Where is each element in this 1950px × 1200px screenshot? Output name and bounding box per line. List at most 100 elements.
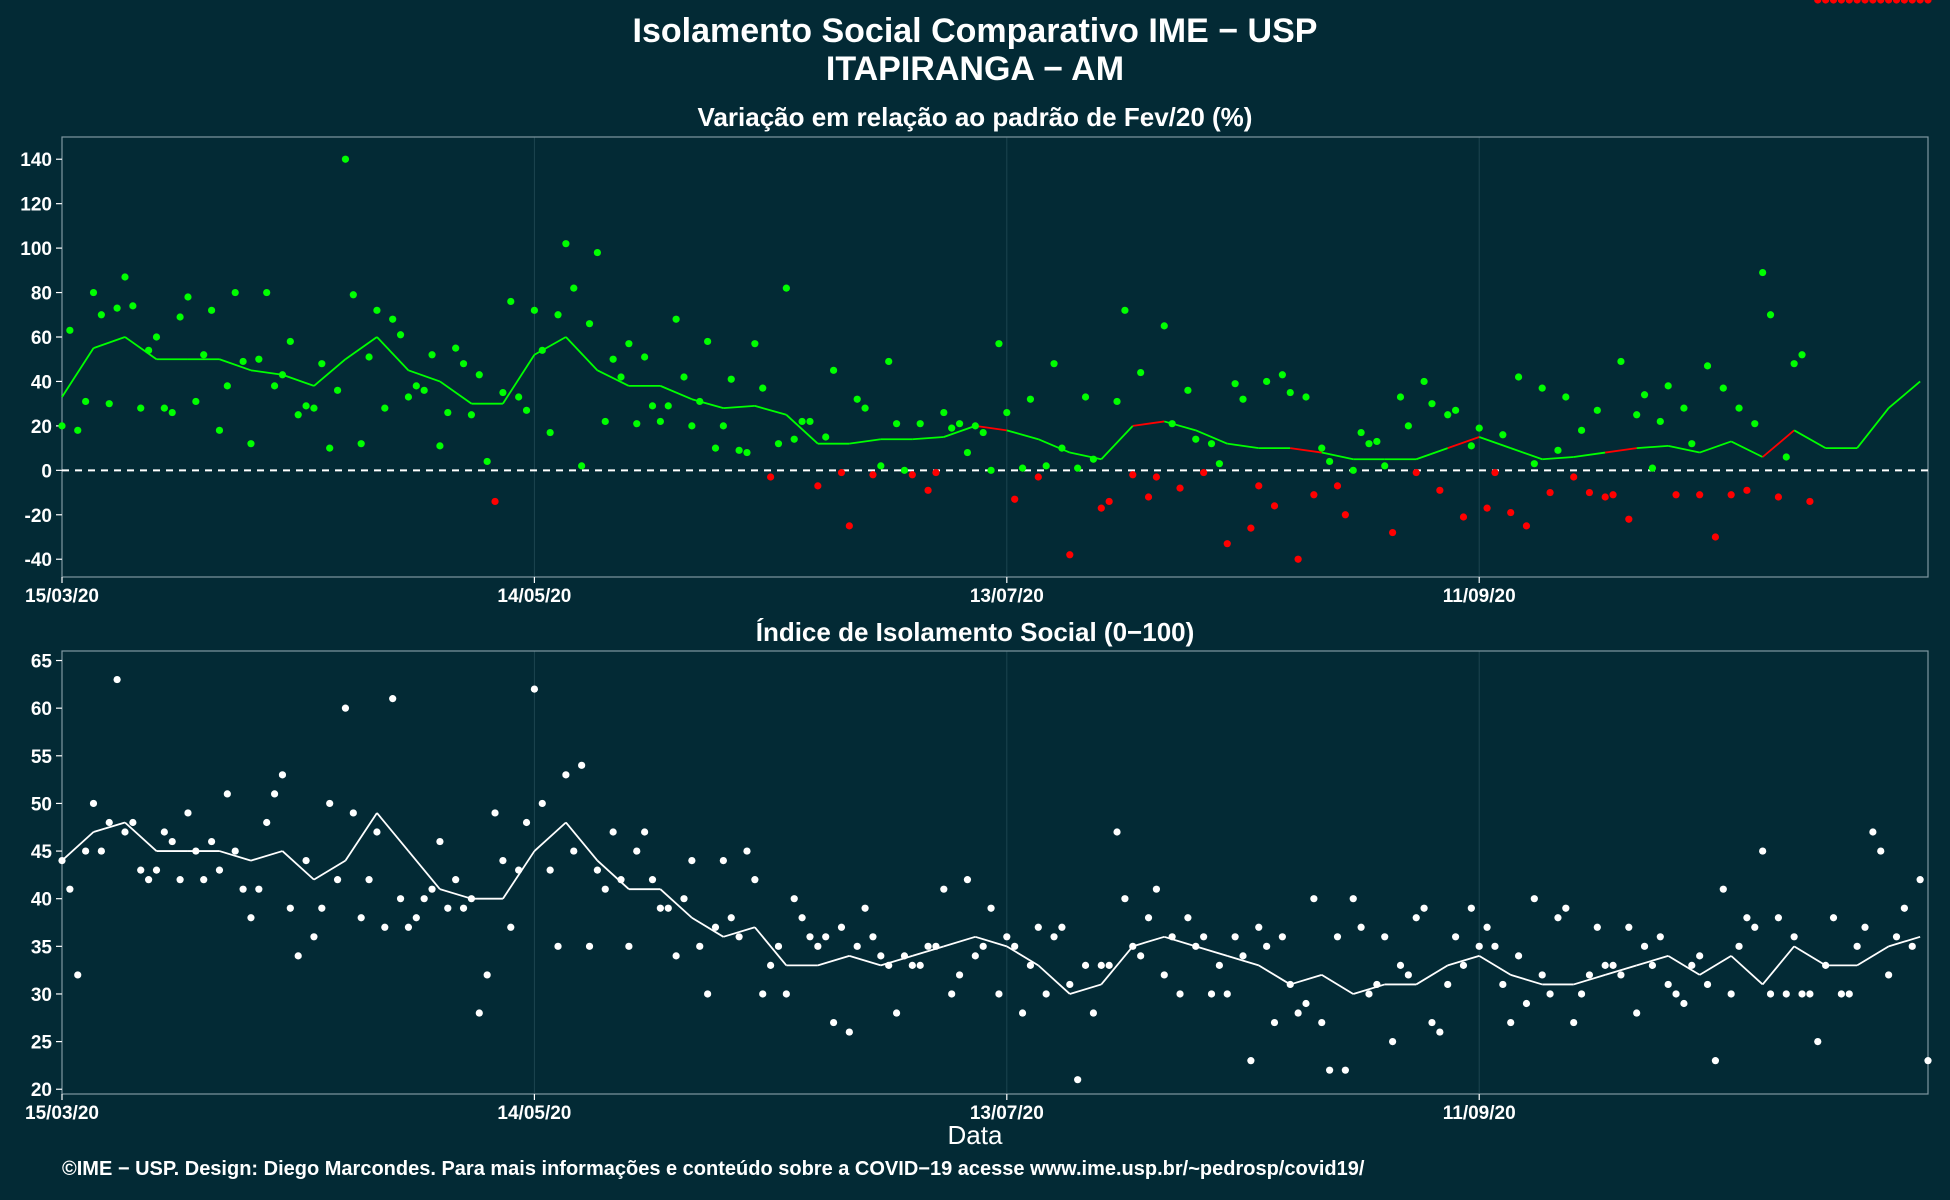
data-point xyxy=(1766,311,1775,319)
data-point xyxy=(932,468,940,477)
moving-average-segment xyxy=(1510,974,1543,986)
data-point xyxy=(1231,933,1239,941)
data-point xyxy=(1499,980,1507,989)
data-point xyxy=(66,885,74,893)
data-point xyxy=(1310,895,1318,903)
data-point xyxy=(1782,990,1790,998)
data-point xyxy=(593,248,601,257)
data-point xyxy=(1554,914,1562,922)
data-point xyxy=(341,155,350,163)
data-point xyxy=(641,828,649,836)
data-point xyxy=(1735,404,1743,412)
chart-title: Isolamento Social Comparativo IME − USP xyxy=(632,12,1318,50)
data-point xyxy=(1664,980,1672,989)
data-point xyxy=(1703,362,1712,370)
data-point xyxy=(1420,904,1428,912)
moving-average-segment xyxy=(912,436,944,441)
data-point xyxy=(861,904,869,912)
moving-average-segment xyxy=(1856,945,1890,967)
data-point xyxy=(1018,464,1027,472)
data-point xyxy=(1743,486,1751,494)
data-point xyxy=(987,904,995,912)
data-point xyxy=(1168,420,1176,428)
data-point xyxy=(160,404,168,412)
data-point xyxy=(105,400,113,408)
data-point xyxy=(688,422,696,430)
data-point xyxy=(318,904,326,912)
moving-average-segment xyxy=(344,336,378,360)
data-point xyxy=(1278,933,1286,941)
data-point xyxy=(1664,382,1672,390)
data-point xyxy=(1609,491,1617,499)
moving-average-segment xyxy=(1321,974,1354,995)
data-point xyxy=(207,837,216,846)
data-point xyxy=(727,914,735,922)
data-point xyxy=(767,473,775,481)
moving-average-segment xyxy=(1604,964,1637,976)
moving-average-segment xyxy=(533,336,567,356)
data-point xyxy=(1333,482,1342,490)
data-point xyxy=(735,933,743,941)
data-point xyxy=(1255,482,1263,490)
data-point xyxy=(1530,460,1538,468)
y-tick-label: 0 xyxy=(41,461,52,482)
moving-average-segment xyxy=(61,831,95,862)
data-point xyxy=(774,440,783,448)
moving-average-segment xyxy=(1762,429,1795,458)
data-point xyxy=(1798,351,1806,359)
data-point xyxy=(1326,457,1334,466)
data-point xyxy=(1113,397,1121,406)
data-point xyxy=(1066,551,1074,559)
data-point xyxy=(1263,377,1271,386)
data-point xyxy=(1239,952,1247,960)
moving-average-segment xyxy=(975,935,1008,948)
data-point xyxy=(1310,491,1318,499)
moving-average-segment xyxy=(219,850,252,862)
data-point xyxy=(420,895,428,903)
plot-frame xyxy=(61,136,1929,578)
data-point xyxy=(1318,444,1326,452)
data-point xyxy=(223,382,231,390)
data-point xyxy=(979,942,987,950)
data-point xyxy=(1507,508,1515,517)
data-point xyxy=(963,876,972,884)
data-point xyxy=(1129,942,1137,950)
moving-average-segment xyxy=(1510,447,1543,461)
moving-average-segment xyxy=(660,385,693,401)
plot-frame xyxy=(61,650,1929,1095)
x-tick-label: 13/07/20 xyxy=(970,586,1044,607)
data-point xyxy=(1908,942,1916,950)
y-tick-label: 30 xyxy=(31,985,52,1006)
data-point xyxy=(396,331,405,339)
data-point xyxy=(1727,491,1735,499)
moving-average-segment xyxy=(849,438,881,445)
data-point xyxy=(1176,990,1184,998)
data-point xyxy=(562,240,570,248)
data-point xyxy=(357,914,365,922)
data-point xyxy=(483,971,491,979)
data-point xyxy=(444,904,452,912)
data-point xyxy=(861,404,869,412)
data-point xyxy=(215,866,224,874)
moving-average-segment xyxy=(975,424,1007,432)
data-point xyxy=(1396,961,1405,969)
data-point xyxy=(1026,961,1035,969)
data-point xyxy=(1562,904,1570,912)
moving-average-segment xyxy=(1699,440,1732,454)
data-point xyxy=(389,695,397,703)
moving-average-segment xyxy=(1888,380,1921,409)
data-point xyxy=(1845,990,1853,998)
data-point xyxy=(192,847,200,855)
data-point xyxy=(1215,961,1223,969)
data-point xyxy=(1727,990,1735,998)
data-point xyxy=(1207,990,1216,998)
moving-average-segment xyxy=(1636,954,1669,967)
moving-average-segment xyxy=(565,821,599,862)
data-point xyxy=(743,448,751,457)
data-point xyxy=(168,408,176,417)
moving-average-segment xyxy=(219,358,252,372)
data-point xyxy=(1507,1018,1515,1027)
data-point xyxy=(1011,495,1019,503)
data-point xyxy=(719,856,727,865)
moving-average-segment xyxy=(817,954,850,967)
